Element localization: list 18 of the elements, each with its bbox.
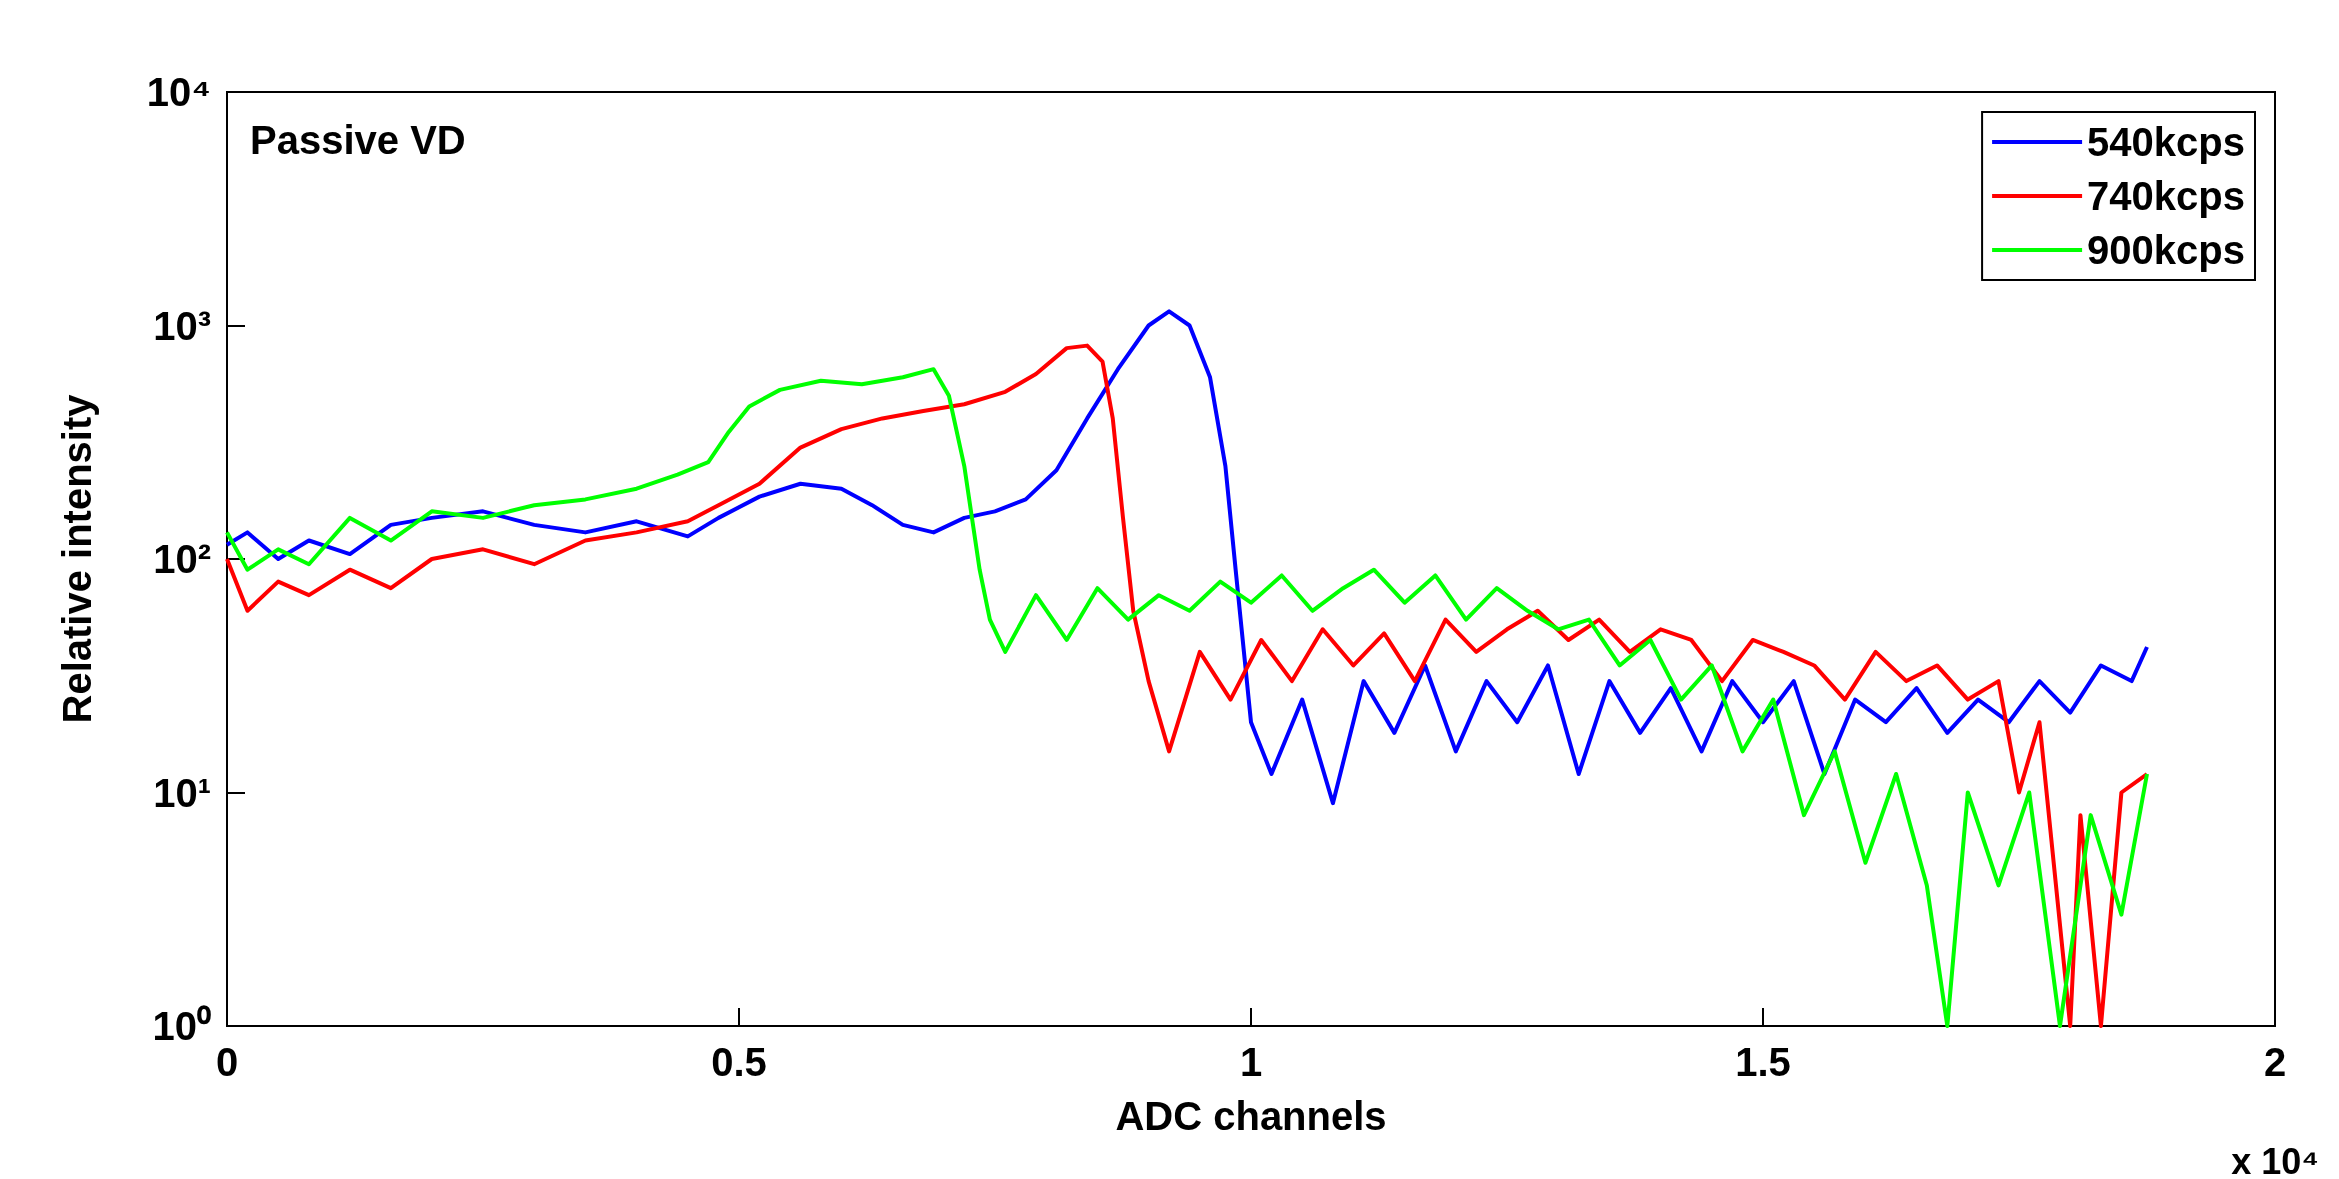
legend-label: 540kcps <box>2087 120 2246 164</box>
x-tick-label: 0 <box>215 1040 239 1084</box>
x-tick-label: 0.5 <box>711 1040 767 1084</box>
y-tick-label: 10⁴ <box>146 70 211 114</box>
text: x 10⁴ <box>2231 1140 2319 1179</box>
y-tick-label: 10² <box>153 537 211 581</box>
x-tick-label: 1.5 <box>1735 1040 1791 1084</box>
y-tick-label: 10⁰ <box>152 1004 211 1048</box>
line-series <box>225 309 2149 806</box>
x-tick-label: 1 <box>1239 1040 1263 1084</box>
legend-label: 900kcps <box>2087 228 2246 272</box>
x-tick-label: 2 <box>2263 1040 2287 1084</box>
annotation: Passive VD <box>250 118 466 162</box>
legend-label: 740kcps <box>2087 174 2246 218</box>
y-axis-title: Relative intensity <box>55 393 99 724</box>
y-tick-label: 10¹ <box>153 770 211 815</box>
x-axis-title: ADC channels <box>1115 1094 1387 1138</box>
y-tick-label: 10³ <box>153 303 211 348</box>
